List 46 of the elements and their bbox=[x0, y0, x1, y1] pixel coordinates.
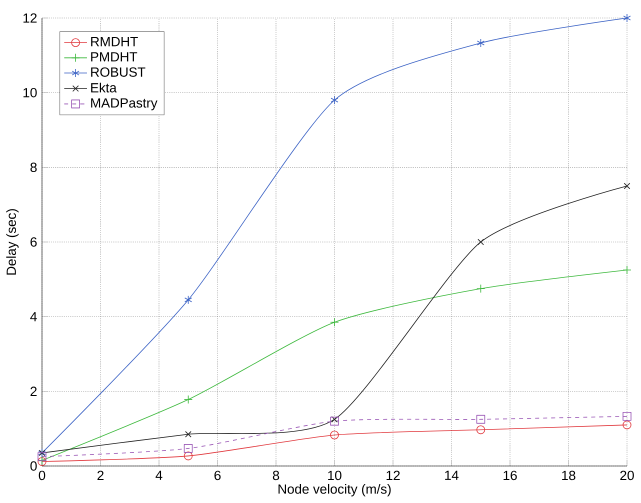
x-tick-label: 12 bbox=[386, 470, 400, 480]
point bbox=[185, 431, 192, 438]
point bbox=[184, 452, 193, 460]
point bbox=[623, 14, 631, 22]
x-tick-label: 2 bbox=[97, 470, 104, 480]
x-tick-label: 4 bbox=[156, 470, 162, 480]
x-tick-label: 6 bbox=[214, 470, 221, 480]
legend-label: RMDHT bbox=[91, 37, 138, 46]
legend-label: PMDHT bbox=[91, 52, 138, 62]
x-tick-label: 20 bbox=[620, 470, 634, 480]
point bbox=[476, 38, 485, 48]
y-tick-label: 6 bbox=[30, 237, 37, 247]
point bbox=[476, 284, 486, 294]
legend-label: MADPastry bbox=[91, 98, 158, 110]
point bbox=[38, 452, 46, 462]
legend-label: ROBUST bbox=[91, 67, 146, 77]
y-axis-title: Delay (sec) bbox=[6, 209, 19, 275]
x-tick-label: 8 bbox=[272, 470, 280, 480]
x-tick-label: 10 bbox=[328, 470, 342, 480]
point bbox=[330, 430, 339, 440]
point bbox=[184, 295, 192, 304]
y-tick-label: 12 bbox=[23, 13, 37, 23]
point bbox=[184, 444, 193, 453]
x-tick-label: 16 bbox=[504, 470, 517, 480]
point bbox=[330, 318, 339, 327]
x-axis-title: Node velocity (m/s) bbox=[278, 484, 391, 496]
point bbox=[330, 96, 338, 105]
x-tick-label: 0 bbox=[38, 470, 46, 480]
y-tick-label: 4 bbox=[30, 312, 37, 322]
point bbox=[476, 414, 486, 424]
legend-label: Ekta bbox=[91, 82, 117, 92]
y-tick-label: 2 bbox=[30, 386, 37, 396]
point bbox=[476, 425, 486, 434]
point bbox=[622, 420, 632, 430]
point bbox=[478, 238, 484, 246]
y-tick-label: 0 bbox=[30, 461, 37, 471]
point bbox=[622, 412, 632, 421]
point bbox=[331, 416, 338, 423]
point bbox=[622, 266, 632, 274]
y-tick-label: 10 bbox=[23, 88, 37, 98]
x-tick-label: 18 bbox=[562, 470, 576, 480]
point bbox=[330, 416, 339, 426]
y-tick-label: 8 bbox=[30, 162, 37, 172]
point bbox=[624, 182, 630, 190]
point bbox=[184, 395, 193, 404]
x-tick-label: 14 bbox=[445, 470, 459, 480]
